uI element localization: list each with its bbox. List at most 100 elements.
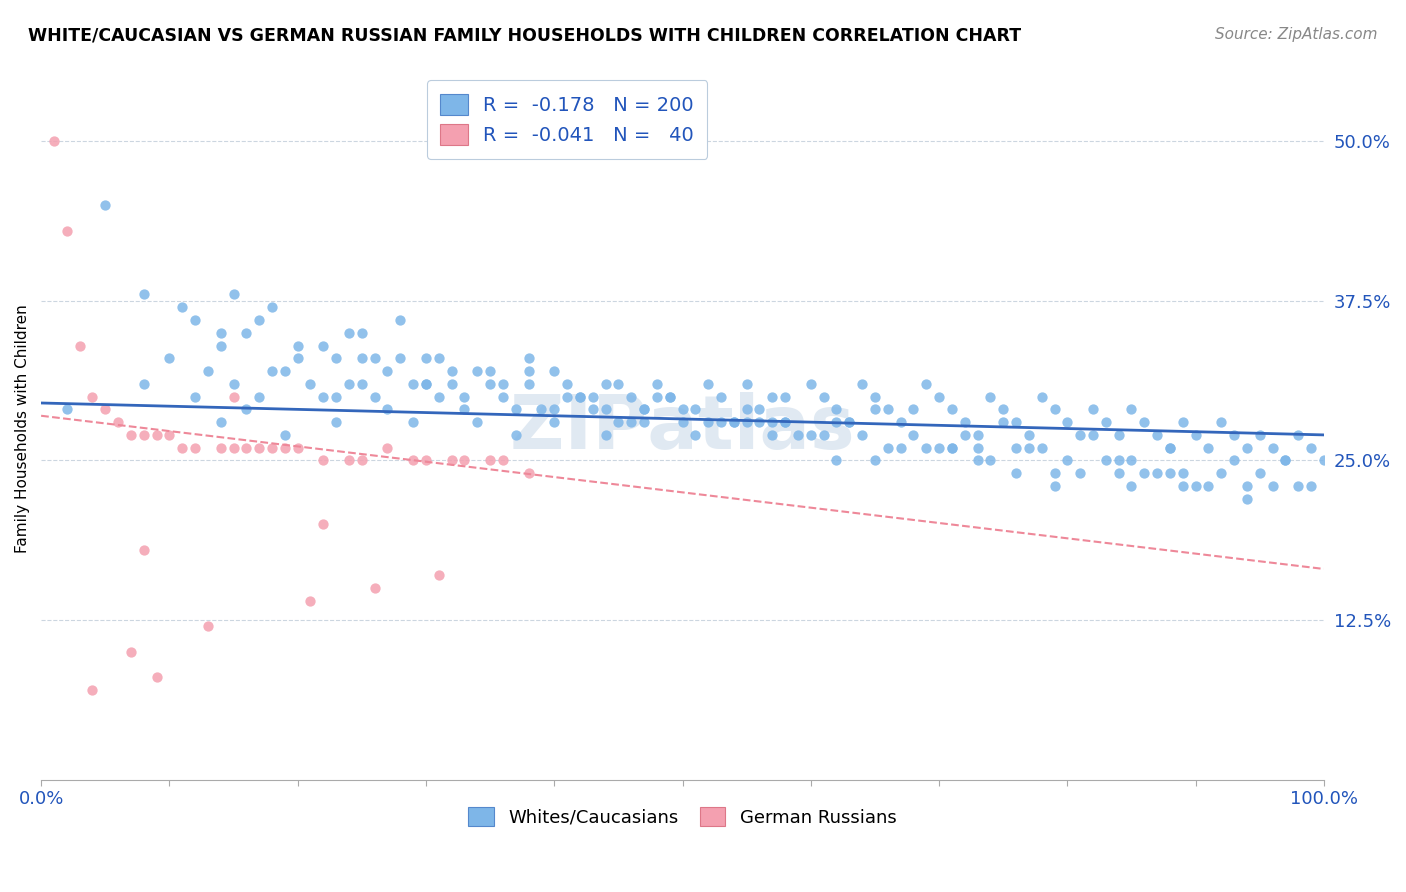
Point	[1081, 428, 1104, 442]
Point	[1211, 415, 1233, 429]
Point	[1108, 467, 1130, 481]
Point	[312, 517, 335, 532]
Point	[453, 390, 475, 404]
Point	[222, 287, 245, 301]
Point	[172, 300, 194, 314]
Point	[838, 415, 860, 429]
Text: ZIP​atlas: ZIP​atlas	[510, 392, 855, 465]
Point	[427, 351, 450, 366]
Point	[132, 287, 155, 301]
Point	[222, 441, 245, 455]
Point	[55, 224, 77, 238]
Point	[1184, 479, 1206, 493]
Point	[595, 376, 617, 391]
Point	[582, 390, 605, 404]
Point	[389, 351, 412, 366]
Point	[903, 402, 925, 417]
Point	[337, 376, 360, 391]
Point	[325, 415, 347, 429]
Point	[1249, 428, 1271, 442]
Point	[1031, 441, 1053, 455]
Point	[312, 390, 335, 404]
Point	[633, 415, 655, 429]
Point	[645, 390, 668, 404]
Point	[440, 364, 463, 378]
Point	[350, 326, 373, 340]
Point	[735, 376, 758, 391]
Point	[427, 568, 450, 582]
Point	[55, 402, 77, 417]
Point	[787, 428, 810, 442]
Point	[415, 453, 437, 467]
Point	[377, 364, 399, 378]
Point	[1005, 415, 1028, 429]
Point	[953, 428, 976, 442]
Point	[1146, 467, 1168, 481]
Point	[1261, 479, 1284, 493]
Point	[453, 453, 475, 467]
Point	[1211, 467, 1233, 481]
Point	[337, 453, 360, 467]
Point	[287, 338, 309, 352]
Point	[1018, 441, 1040, 455]
Point	[465, 364, 488, 378]
Point	[1081, 402, 1104, 417]
Point	[555, 376, 578, 391]
Point	[595, 428, 617, 442]
Point	[145, 428, 167, 442]
Point	[710, 390, 733, 404]
Point	[671, 402, 693, 417]
Point	[1159, 467, 1181, 481]
Point	[543, 415, 565, 429]
Point	[479, 453, 502, 467]
Point	[993, 415, 1015, 429]
Point	[568, 390, 591, 404]
Point	[197, 364, 219, 378]
Point	[813, 428, 835, 442]
Point	[517, 364, 540, 378]
Point	[107, 415, 129, 429]
Point	[530, 402, 553, 417]
Point	[120, 645, 142, 659]
Point	[825, 453, 848, 467]
Point	[120, 428, 142, 442]
Point	[492, 453, 515, 467]
Point	[402, 415, 425, 429]
Legend: Whites/Caucasians, German Russians: Whites/Caucasians, German Russians	[461, 799, 904, 834]
Point	[402, 376, 425, 391]
Point	[132, 376, 155, 391]
Point	[953, 415, 976, 429]
Point	[363, 390, 385, 404]
Point	[658, 390, 681, 404]
Y-axis label: Family Households with Children: Family Households with Children	[15, 304, 30, 553]
Point	[1121, 479, 1143, 493]
Point	[966, 428, 988, 442]
Point	[1095, 453, 1118, 467]
Point	[633, 402, 655, 417]
Point	[184, 441, 207, 455]
Point	[773, 390, 796, 404]
Point	[222, 376, 245, 391]
Point	[82, 683, 104, 698]
Point	[82, 390, 104, 404]
Point	[350, 376, 373, 391]
Point	[928, 390, 950, 404]
Point	[620, 390, 643, 404]
Point	[1286, 428, 1309, 442]
Point	[1197, 479, 1219, 493]
Point	[1236, 491, 1258, 506]
Point	[735, 415, 758, 429]
Point	[260, 300, 283, 314]
Point	[813, 390, 835, 404]
Point	[299, 594, 322, 608]
Point	[1274, 453, 1296, 467]
Text: WHITE/CAUCASIAN VS GERMAN RUSSIAN FAMILY HOUSEHOLDS WITH CHILDREN CORRELATION CH: WHITE/CAUCASIAN VS GERMAN RUSSIAN FAMILY…	[28, 27, 1021, 45]
Point	[941, 402, 963, 417]
Point	[247, 313, 270, 327]
Text: Source: ZipAtlas.com: Source: ZipAtlas.com	[1215, 27, 1378, 42]
Point	[800, 428, 823, 442]
Point	[479, 376, 502, 391]
Point	[966, 441, 988, 455]
Point	[94, 198, 117, 212]
Point	[761, 415, 783, 429]
